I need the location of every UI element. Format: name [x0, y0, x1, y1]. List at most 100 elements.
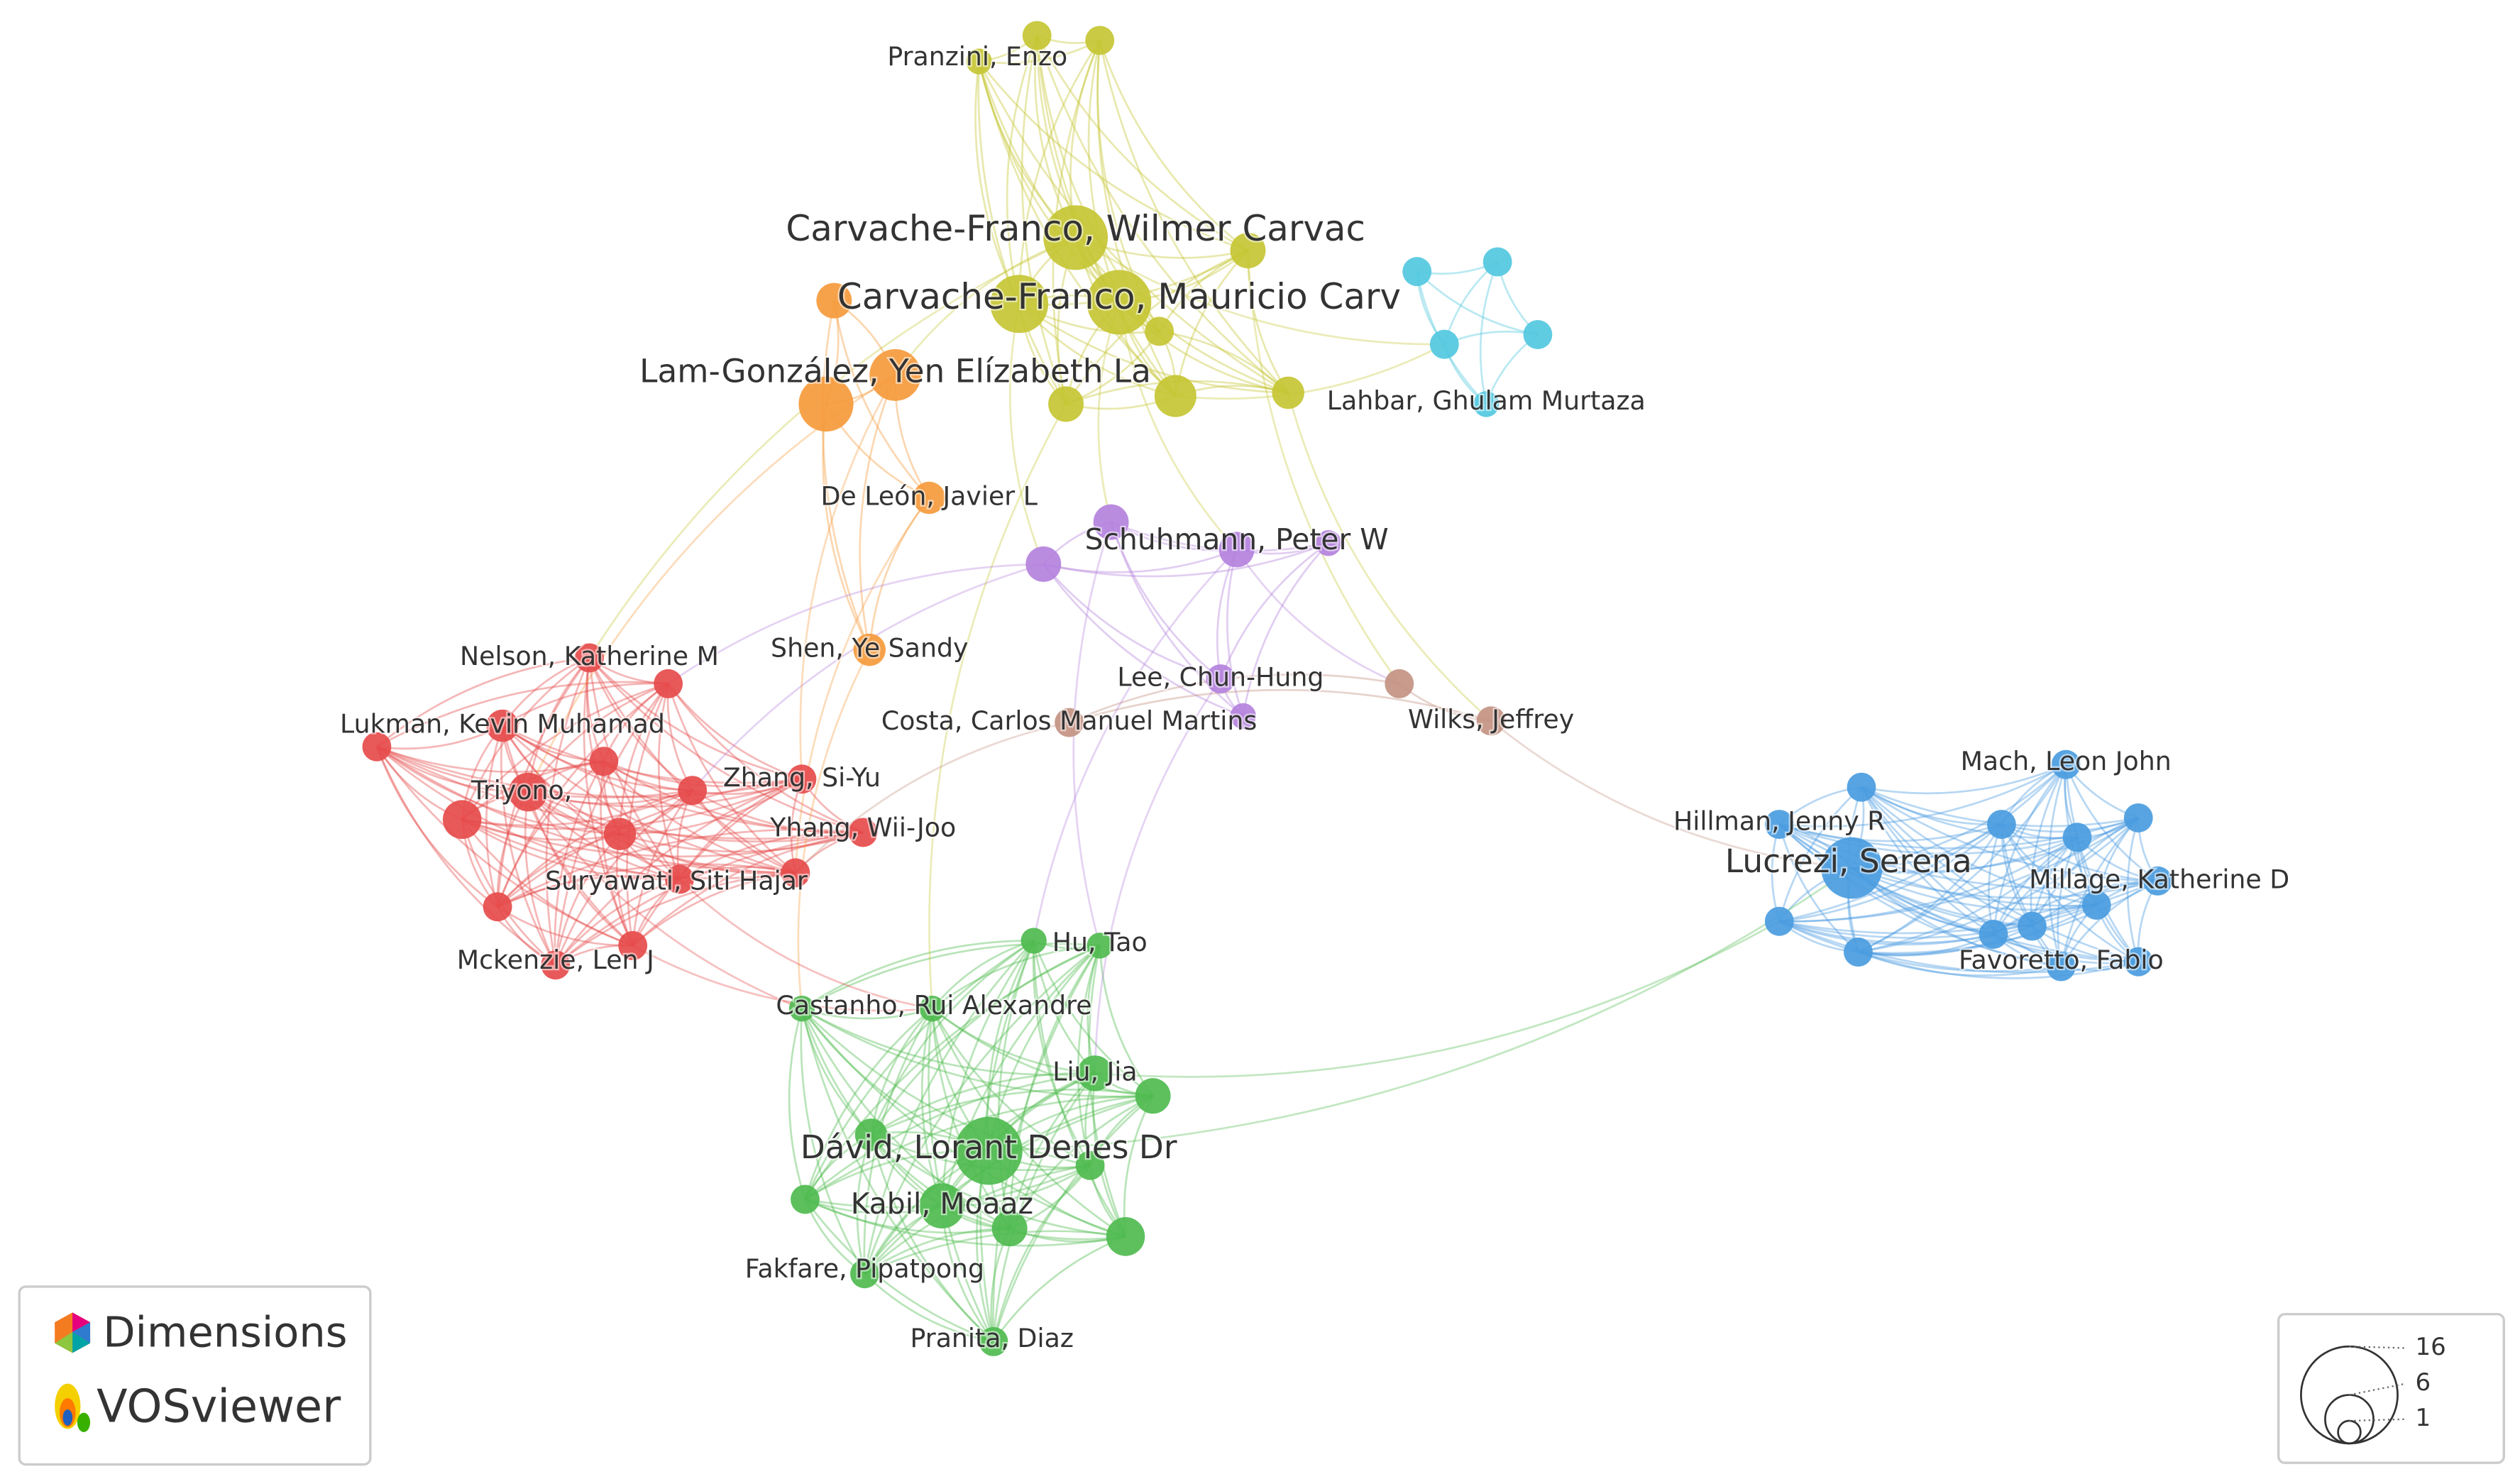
edge [1860, 786, 2139, 963]
node [1764, 906, 1794, 936]
edge [485, 725, 504, 908]
edge [657, 683, 681, 880]
node [1022, 21, 1052, 50]
edge [1778, 824, 1859, 953]
edge [1861, 764, 2067, 795]
edge [603, 760, 796, 874]
edge [864, 1272, 994, 1343]
node [919, 1183, 965, 1228]
edge [554, 789, 693, 966]
node [919, 995, 945, 1022]
node [788, 995, 815, 1022]
edge [461, 789, 693, 827]
edge [2001, 824, 2062, 967]
edge [931, 1008, 1091, 1167]
edge [588, 657, 803, 781]
node-label: Hillman, Jenny R [1673, 806, 1885, 836]
edge [1479, 261, 1499, 405]
edge [1778, 823, 2158, 889]
node-label: Lam-González, Yen Elízabeth La [639, 353, 1151, 390]
node [1048, 386, 1084, 422]
node [1025, 546, 1062, 582]
node [1764, 810, 1794, 840]
edge [1778, 786, 1862, 922]
edge [1096, 40, 1177, 397]
edge [941, 945, 1101, 1206]
node-label: Suryawati, Siti Hajar [545, 866, 808, 896]
edge [1111, 521, 1329, 552]
edge [804, 1198, 1126, 1247]
node [954, 1116, 1023, 1185]
edge [804, 1008, 933, 1200]
edge [821, 300, 871, 651]
node [979, 1326, 1008, 1356]
node [1847, 772, 1876, 802]
edge [870, 940, 1035, 1136]
edge [1778, 823, 2078, 855]
edge [801, 1008, 1153, 1098]
edge [1851, 867, 2062, 968]
edge [667, 683, 864, 834]
edge [833, 300, 930, 499]
edge [1778, 920, 2139, 974]
node [603, 818, 637, 851]
node-label: Lucrezi, Serena [1725, 842, 1972, 880]
node [1230, 703, 1256, 730]
node [618, 930, 648, 960]
edge [667, 563, 1044, 685]
node [1402, 257, 1432, 287]
edge [583, 657, 634, 946]
node [853, 633, 886, 666]
edge [1779, 764, 2067, 828]
edge [1992, 817, 2139, 935]
node-label: Lahbar, Ghulam Murtaza [1327, 385, 1646, 416]
edge [497, 778, 803, 908]
edge [554, 872, 796, 966]
nodes [362, 21, 2172, 1356]
node-label: Mckenzie, Len J [457, 945, 654, 975]
logo-text: VOSviewer [97, 1381, 341, 1434]
edge [588, 657, 693, 791]
edge [1852, 817, 2139, 873]
node [1473, 391, 1500, 417]
edge [502, 725, 693, 792]
logo-box: Dimensions VOSviewer [18, 1285, 372, 1466]
node [1085, 26, 1115, 55]
node [1055, 708, 1084, 737]
edge [1857, 823, 2003, 953]
edge [1860, 786, 2062, 968]
edge [1857, 951, 2062, 977]
edge [992, 1095, 1154, 1342]
edge [461, 683, 669, 820]
node [589, 747, 619, 776]
node [1145, 317, 1174, 346]
node-label: Favoretto, Fabio [1959, 945, 2164, 975]
node [2062, 823, 2092, 852]
edge [2064, 764, 2140, 962]
node [966, 48, 992, 75]
edge [2030, 764, 2067, 927]
edge [801, 1008, 1096, 1076]
edge [501, 725, 634, 947]
node [2123, 947, 2153, 977]
edge [864, 1230, 1126, 1275]
edge [794, 497, 930, 873]
edge [2001, 823, 2139, 963]
node [991, 1210, 1028, 1247]
edge [856, 1134, 872, 1275]
edge [870, 1134, 994, 1343]
edge [502, 725, 803, 784]
edge [864, 940, 1035, 1274]
edge [1778, 764, 2067, 923]
edge [989, 867, 1853, 1153]
node-label: Liu, Jia [1052, 1056, 1137, 1087]
edge [1857, 764, 2067, 953]
edge [545, 657, 590, 965]
edge [801, 940, 1034, 1010]
edge [804, 1199, 994, 1343]
edge [1860, 786, 1994, 935]
edge [527, 778, 803, 808]
edge [870, 1008, 933, 1136]
